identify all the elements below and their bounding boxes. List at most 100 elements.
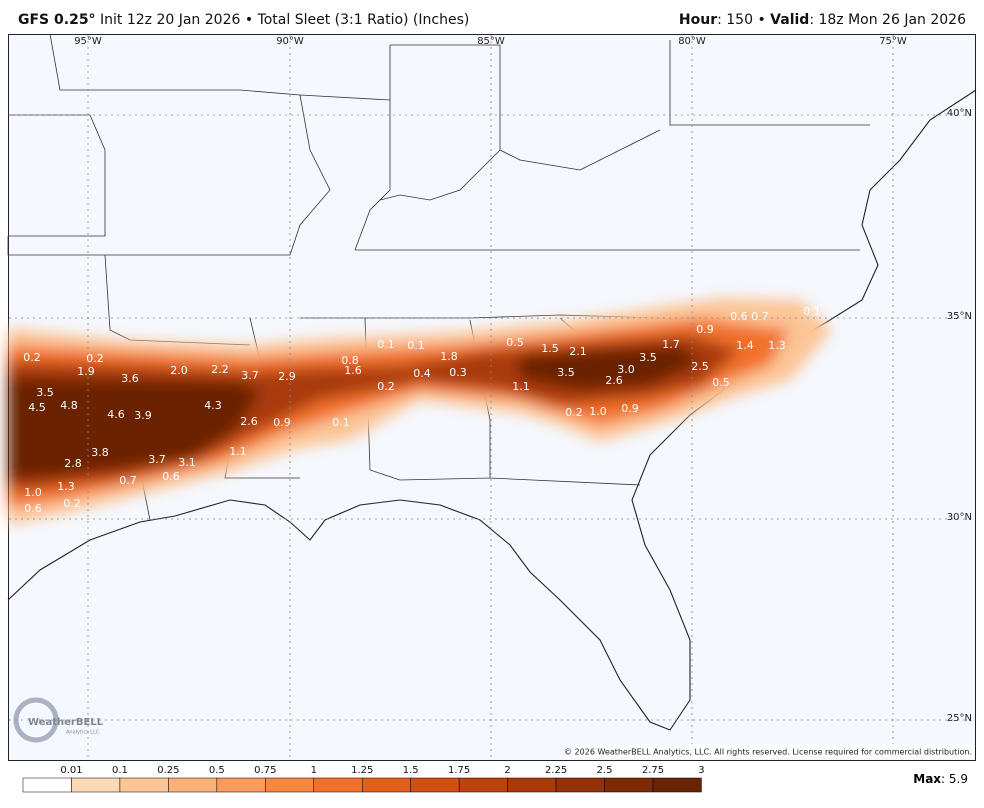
colorbar-tick-label: 3 xyxy=(698,765,704,776)
colorbar-segment xyxy=(604,777,654,793)
longitude-label: 90°W xyxy=(276,36,304,47)
latitude-label: 25°N xyxy=(947,713,972,724)
colorbar-segment xyxy=(410,777,460,793)
colorbar-segment xyxy=(119,777,169,793)
header-left: GFS 0.25° Init 12z 20 Jan 2026 • Total S… xyxy=(18,12,469,28)
header-right: Hour: 150 • Valid: 18z Mon 26 Jan 2026 xyxy=(679,12,966,28)
longitude-label: 75°W xyxy=(879,36,907,47)
sleet-value-label: 1.3 xyxy=(57,480,75,493)
sleet-value-label: 2.2 xyxy=(211,363,229,376)
sleet-value-label: 0.2 xyxy=(377,380,395,393)
run-info: Init 12z 20 Jan 2026 • Total Sleet (3:1 … xyxy=(100,12,470,28)
colorbar-segment xyxy=(652,777,702,793)
max-label: Max xyxy=(913,772,942,786)
hour-label: Hour xyxy=(678,12,718,28)
colorbar-segment xyxy=(168,777,218,793)
sleet-value-label: 0.4 xyxy=(413,367,431,380)
sleet-value-label: 0.9 xyxy=(696,323,714,336)
colorbar-tick-label: 0.1 xyxy=(112,765,128,776)
sleet-value-label: 0.7 xyxy=(751,310,769,323)
sleet-value-label: 2.8 xyxy=(64,457,82,470)
sleet-value-label: 0.6 xyxy=(730,310,748,323)
sleet-value-label: 1.7 xyxy=(662,338,680,351)
sleet-value-label: 0.2 xyxy=(565,406,583,419)
colorbar-segment xyxy=(71,777,121,793)
colorbar-segment xyxy=(458,777,508,793)
colorbar-tick-label: 0.75 xyxy=(254,765,276,776)
sleet-value-label: 0.9 xyxy=(273,416,291,429)
sleet-value-label: 0.5 xyxy=(712,376,730,389)
sleet-value-label: 3.5 xyxy=(639,351,657,364)
sleet-value-label: 0.9 xyxy=(621,402,639,415)
sleet-value-label: 0.3 xyxy=(449,366,467,379)
colorbar-tick-label: 2.5 xyxy=(597,765,613,776)
sleet-value-label: 4.3 xyxy=(204,399,222,412)
sleet-value-label: 2.5 xyxy=(691,360,709,373)
sleet-value-label: 0.2 xyxy=(86,352,104,365)
sleet-value-label: 3.5 xyxy=(557,366,575,379)
colorbar-tick-label: 2.25 xyxy=(545,765,567,776)
copyright: © 2026 WeatherBELL Analytics, LLC. All r… xyxy=(564,748,972,757)
hour-value: : 150 • xyxy=(717,12,766,28)
sleet-value-label: 0.1 xyxy=(407,339,425,352)
sleet-value-label: 4.8 xyxy=(60,399,78,412)
colorbar-tick-label: 0.25 xyxy=(157,765,179,776)
logo-swirl xyxy=(13,697,59,743)
colorbar-tick-label: 0.01 xyxy=(60,765,82,776)
sleet-value-label: 0.5 xyxy=(506,336,524,349)
max-readout: Max: 5.9 xyxy=(913,772,968,786)
colorbar-segment xyxy=(22,777,72,793)
longitude-label: 85°W xyxy=(477,36,505,47)
sleet-value-label: 3.9 xyxy=(134,409,152,422)
sleet-value-label: 1.1 xyxy=(512,380,530,393)
sleet-field xyxy=(8,298,832,525)
sleet-value-label: 2.9 xyxy=(278,370,296,383)
coastline xyxy=(7,89,977,731)
colorbar-segment xyxy=(361,777,411,793)
sleet-value-label: 1.3 xyxy=(768,339,786,352)
sleet-value-label: 1.1 xyxy=(229,445,247,458)
sleet-value-label: 4.6 xyxy=(107,408,125,421)
colorbar-segment xyxy=(507,777,557,793)
colorbar-tick-label: 1 xyxy=(311,765,317,776)
colorbar-tick-label: 1.75 xyxy=(448,765,470,776)
colorbar-segment xyxy=(555,777,605,793)
sleet-value-label: 3.6 xyxy=(121,372,139,385)
sleet-value-label: 3.7 xyxy=(148,453,166,466)
sleet-value-label: 3.1 xyxy=(178,456,196,469)
sleet-value-label: 1.8 xyxy=(440,350,458,363)
colorbar-tick-label: 0.5 xyxy=(209,765,225,776)
sleet-value-label: 2.6 xyxy=(240,415,258,428)
colorbar-tick-label: 1.5 xyxy=(403,765,419,776)
sleet-value-label: 2.6 xyxy=(605,374,623,387)
sleet-value-label: 3.5 xyxy=(36,386,54,399)
sleet-value-label: 1.0 xyxy=(24,486,42,499)
colorbar-segment xyxy=(313,777,363,793)
colorbar-tick-label: 1.25 xyxy=(351,765,373,776)
logo: WeatherBELL xyxy=(28,717,104,728)
sleet-value-label: 1.5 xyxy=(541,342,559,355)
sleet-value-label: 3.8 xyxy=(91,446,109,459)
sleet-value-label: 0.6 xyxy=(24,502,42,515)
model: GFS 0.25° xyxy=(18,12,96,28)
sleet-value-label: 0.1 xyxy=(803,305,821,318)
latitude-label: 35°N xyxy=(947,311,972,322)
sleet-value-label: 0.7 xyxy=(119,474,137,487)
sleet-value-label: 1.6 xyxy=(344,364,362,377)
sleet-value-label: 1.9 xyxy=(77,365,95,378)
valid-label: Valid xyxy=(770,12,810,28)
colorbar-tick-label: 2.75 xyxy=(642,765,664,776)
longitude-label: 95°W xyxy=(74,36,102,47)
sleet-value-label: 0.2 xyxy=(63,497,81,510)
colorbar-segment xyxy=(216,777,266,793)
sleet-value-label: 0.8 xyxy=(341,354,359,367)
sleet-value-label: 1.4 xyxy=(736,339,754,352)
sleet-value-label: 3.7 xyxy=(241,369,259,382)
sleet-value-label: 4.5 xyxy=(28,401,46,414)
logo-sub: Analytics LLC xyxy=(66,730,100,736)
colorbar-segment xyxy=(265,777,315,793)
latitude-label: 30°N xyxy=(947,512,972,523)
copyright-bg xyxy=(572,744,974,758)
